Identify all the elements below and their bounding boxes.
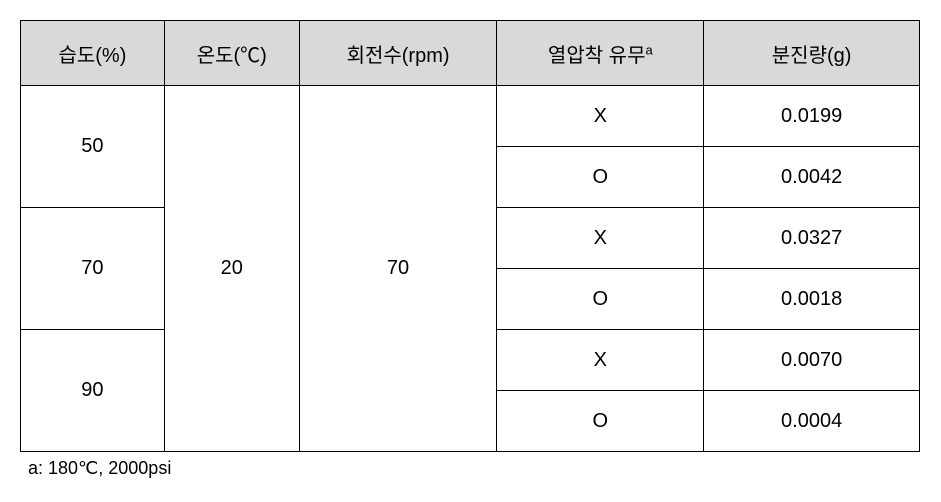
table-footnote: a: 180℃, 2000psi — [20, 452, 920, 479]
col-header-humidity: 습도(%) — [21, 21, 165, 86]
cell-thermal: O — [497, 147, 704, 208]
cell-thermal: O — [497, 391, 704, 452]
col-header-dust: 분진량(g) — [704, 21, 920, 86]
cell-rpm: 70 — [299, 86, 497, 452]
data-table: 습도(%) 온도(℃) 회전수(rpm) 열압착 유무a 분진량(g) 50 2… — [20, 20, 920, 452]
cell-dust: 0.0004 — [704, 391, 920, 452]
cell-dust: 0.0070 — [704, 330, 920, 391]
cell-dust: 0.0018 — [704, 269, 920, 330]
cell-thermal: X — [497, 208, 704, 269]
col-header-thermal-bonding-sup: a — [645, 42, 652, 57]
cell-thermal: O — [497, 269, 704, 330]
cell-humidity: 50 — [21, 86, 165, 208]
col-header-thermal-bonding: 열압착 유무a — [497, 21, 704, 86]
cell-dust: 0.0199 — [704, 86, 920, 147]
cell-dust: 0.0327 — [704, 208, 920, 269]
col-header-temperature: 온도(℃) — [164, 21, 299, 86]
col-header-rpm: 회전수(rpm) — [299, 21, 497, 86]
cell-thermal: X — [497, 86, 704, 147]
table-row: 50 20 70 X 0.0199 — [21, 86, 920, 147]
table-header-row: 습도(%) 온도(℃) 회전수(rpm) 열압착 유무a 분진량(g) — [21, 21, 920, 86]
cell-thermal: X — [497, 330, 704, 391]
col-header-thermal-bonding-text: 열압착 유무 — [548, 45, 646, 67]
cell-dust: 0.0042 — [704, 147, 920, 208]
cell-humidity: 90 — [21, 330, 165, 452]
cell-temperature: 20 — [164, 86, 299, 452]
cell-humidity: 70 — [21, 208, 165, 330]
table-wrapper: 습도(%) 온도(℃) 회전수(rpm) 열압착 유무a 분진량(g) 50 2… — [20, 20, 920, 479]
